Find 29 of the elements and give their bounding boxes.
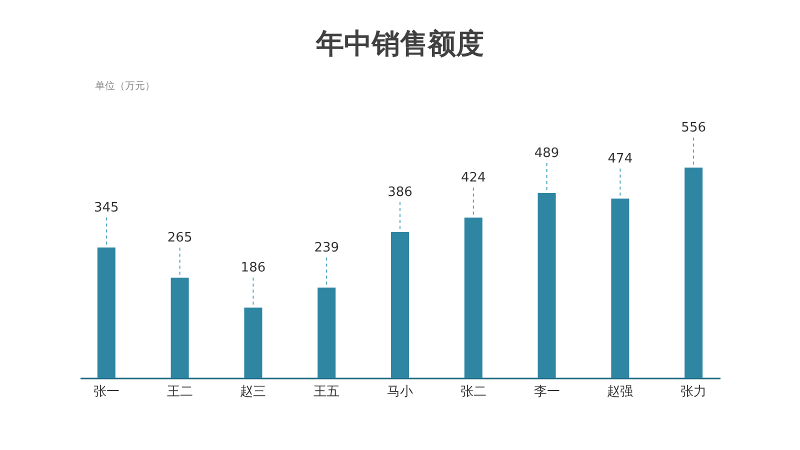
x-tick-label: 王二	[166, 384, 193, 400]
bar	[391, 232, 409, 378]
data-label: 239	[314, 240, 340, 256]
bar	[684, 168, 703, 378]
data-label: 489	[534, 146, 560, 161]
x-tick-label: 赵强	[607, 384, 634, 400]
x-tick-label: 李一	[534, 384, 560, 400]
data-label: 556	[681, 120, 706, 136]
bar	[611, 198, 630, 378]
data-label: 424	[460, 170, 486, 186]
data-label: 386	[388, 184, 412, 200]
data-label: 345	[94, 200, 119, 216]
bar	[97, 247, 116, 378]
text: 单位（万元）	[95, 80, 155, 92]
x-tick-label: 马小	[387, 384, 413, 400]
x-tick-label: 张一	[93, 384, 120, 400]
bar	[244, 308, 262, 378]
data-label: 474	[608, 152, 633, 167]
chart-title: 年中销售额度	[315, 27, 484, 60]
x-tick-label: 张二	[460, 384, 486, 400]
bar	[464, 218, 482, 378]
bar	[538, 192, 556, 378]
x-tick-label: 赵三	[240, 384, 266, 400]
x-tick-label: 王五	[314, 384, 340, 400]
x-tick-label: 张力	[680, 384, 707, 400]
data-label: 186	[240, 260, 266, 276]
bar	[318, 288, 336, 378]
bar	[170, 278, 189, 378]
data-label: 265	[167, 230, 192, 246]
